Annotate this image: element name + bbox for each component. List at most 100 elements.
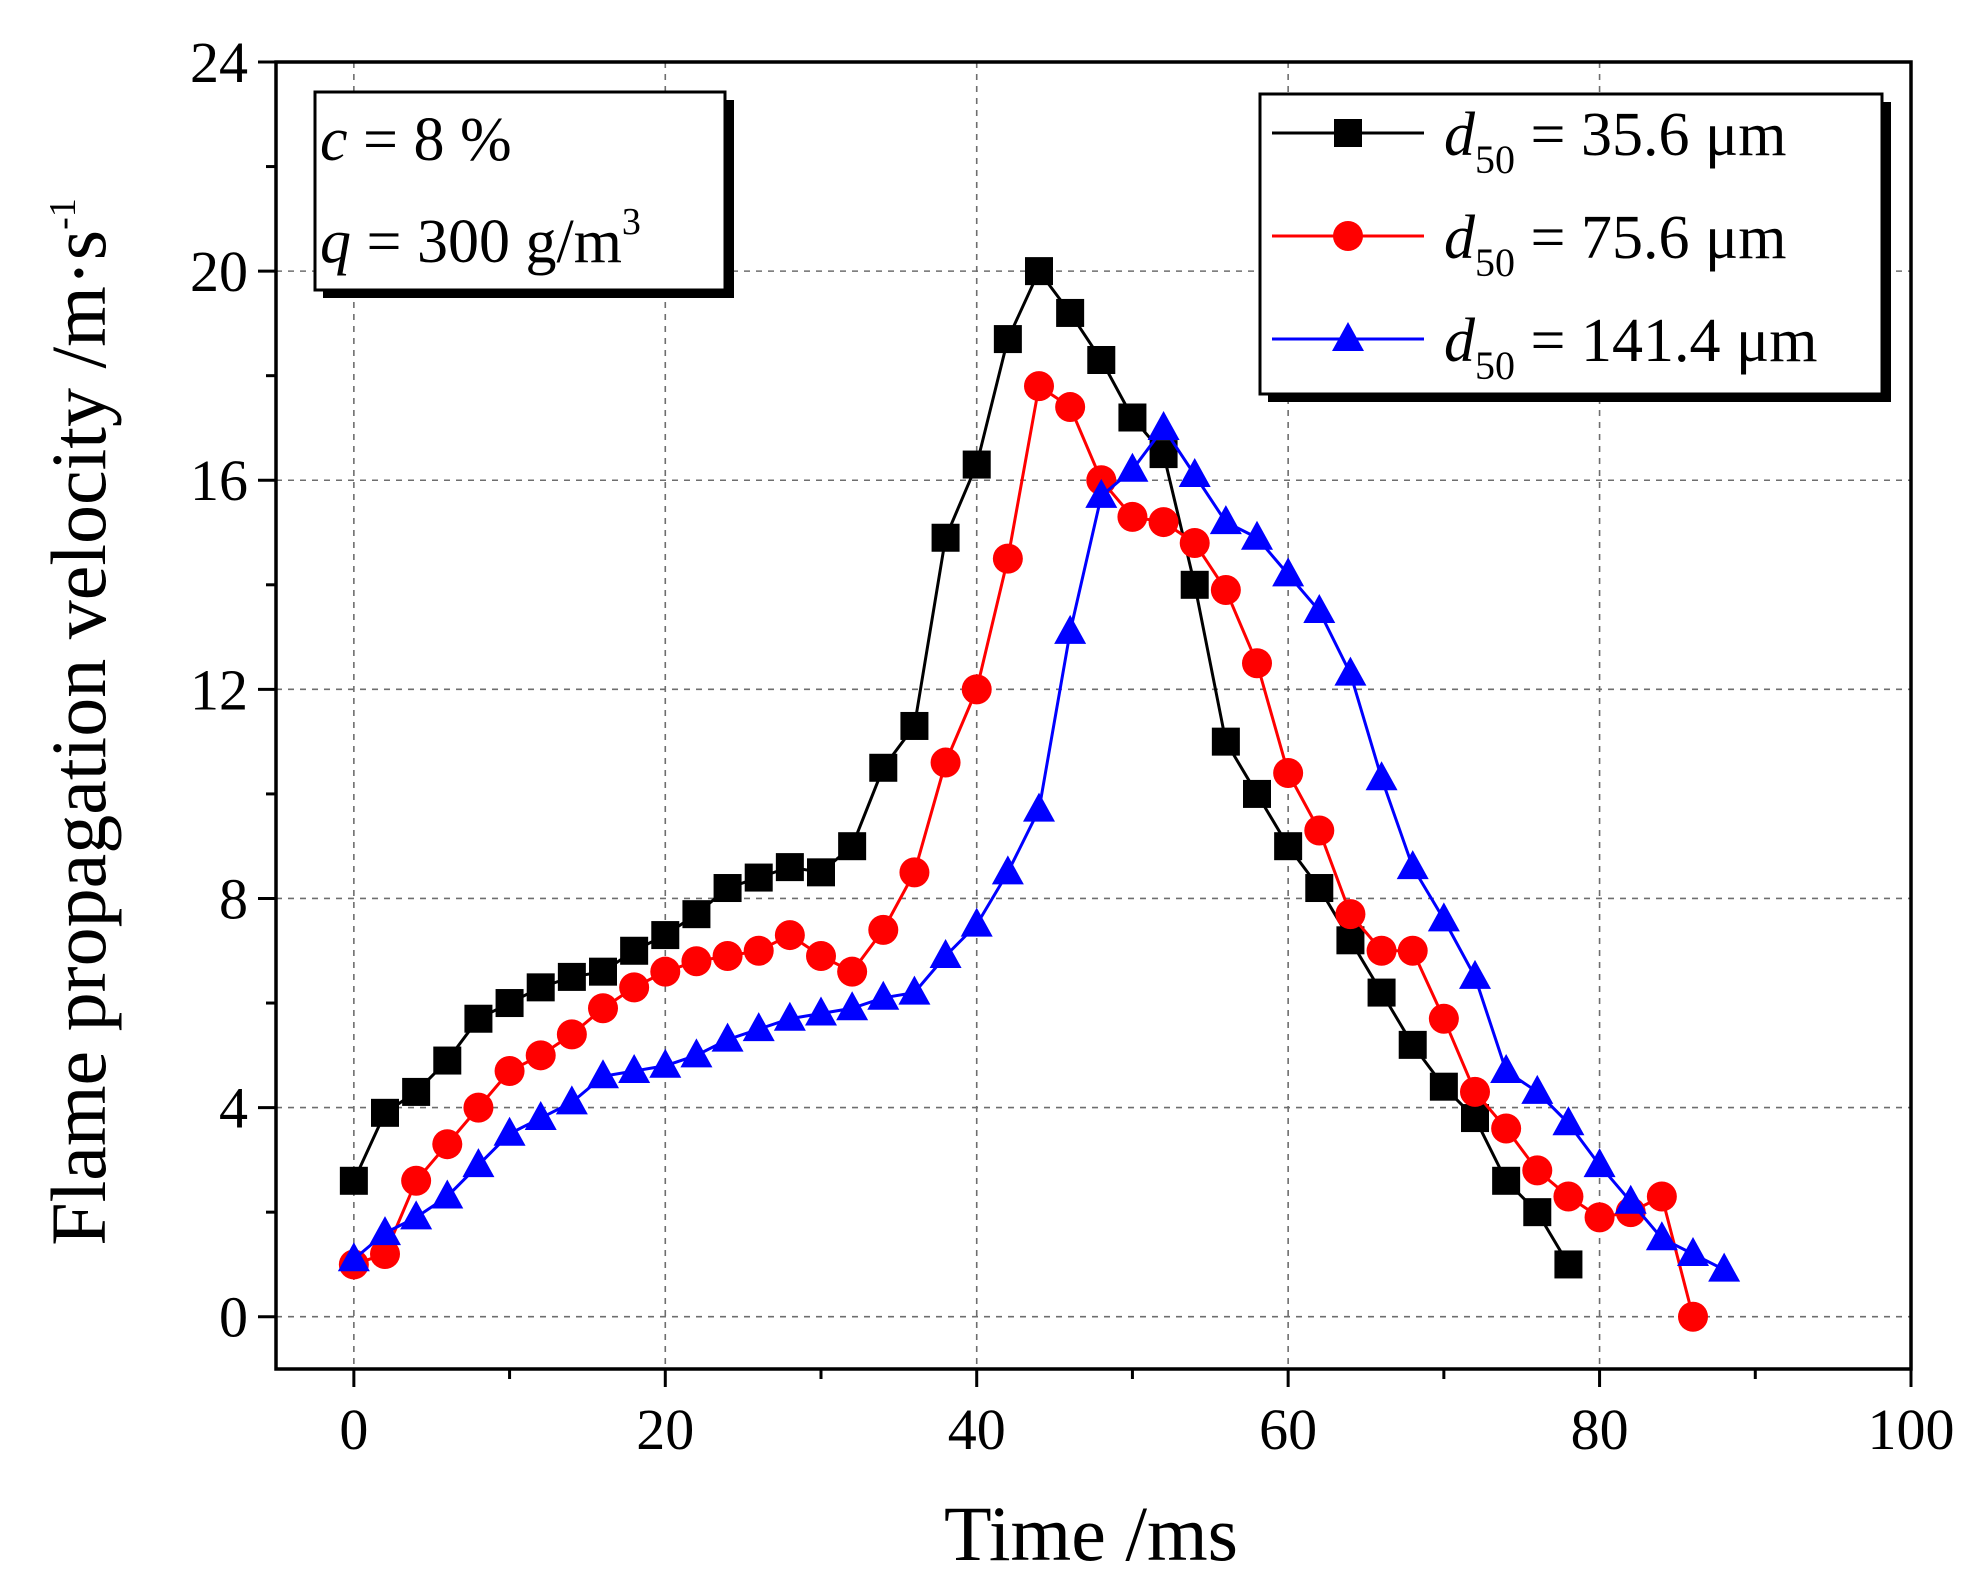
series-layer bbox=[337, 257, 1741, 1332]
data-point bbox=[930, 747, 961, 778]
data-point bbox=[1460, 1076, 1490, 1107]
data-point bbox=[1552, 1106, 1585, 1136]
legend-label-2: d50 = 75.6 μm bbox=[1444, 204, 1786, 285]
data-point bbox=[556, 1019, 587, 1050]
data-point bbox=[773, 1001, 806, 1031]
data-point bbox=[993, 325, 1022, 354]
data-point bbox=[805, 996, 837, 1026]
y-tick-label: 12 bbox=[190, 657, 248, 722]
y-tick-label: 4 bbox=[219, 1076, 248, 1141]
data-point bbox=[557, 962, 586, 991]
legend: d50 = 35.6 μm d50 = 75.6 μm d 50 = 141.4 … bbox=[1258, 92, 1891, 402]
data-point bbox=[1147, 410, 1180, 440]
data-point bbox=[524, 1101, 557, 1131]
data-point bbox=[1334, 656, 1367, 686]
tick-labels: 0 20 40 60 80 100 0 4 8 12 16 20 24 bbox=[190, 30, 1955, 1462]
data-point bbox=[1335, 899, 1366, 930]
legend-marker-3 bbox=[1332, 322, 1364, 351]
data-point bbox=[1461, 1104, 1489, 1133]
data-point bbox=[1304, 815, 1335, 846]
x-tick-label: 20 bbox=[636, 1397, 694, 1462]
data-point bbox=[681, 946, 712, 977]
legend-2-sub: 50 bbox=[1475, 240, 1515, 285]
data-point bbox=[1398, 1030, 1427, 1059]
data-point bbox=[1396, 850, 1429, 880]
data-point bbox=[1085, 478, 1118, 508]
data-point bbox=[371, 1098, 399, 1127]
legend-shadow-right bbox=[1882, 102, 1891, 402]
y-tick-label: 24 bbox=[190, 30, 248, 95]
data-point bbox=[526, 973, 555, 1002]
data-point bbox=[962, 450, 991, 479]
data-point bbox=[463, 1092, 494, 1123]
x-tick-label: 100 bbox=[1868, 1397, 1955, 1462]
data-point bbox=[1584, 1202, 1615, 1233]
data-point bbox=[650, 956, 681, 987]
data-point bbox=[555, 1085, 588, 1115]
annotation-q-symbol: q bbox=[320, 208, 351, 276]
data-point bbox=[1178, 458, 1211, 488]
legend-marker-1 bbox=[1334, 119, 1362, 147]
legend-label-1: d50 = 35.6 μm bbox=[1444, 101, 1786, 182]
data-point bbox=[401, 1165, 432, 1196]
data-point bbox=[961, 674, 992, 705]
data-point bbox=[1241, 520, 1273, 550]
data-point bbox=[1429, 1072, 1458, 1101]
data-point bbox=[495, 989, 524, 1018]
data-point bbox=[588, 993, 618, 1024]
y-axis-title-main: Flame propagation velocity /m·s bbox=[35, 230, 122, 1246]
data-point bbox=[806, 940, 836, 971]
data-point bbox=[1055, 392, 1086, 423]
data-point bbox=[682, 900, 711, 929]
data-point bbox=[1645, 1221, 1678, 1251]
x-tick-label: 60 bbox=[1259, 1397, 1317, 1462]
legend-3-var: d bbox=[1444, 307, 1476, 375]
y-tick-label: 8 bbox=[219, 866, 248, 931]
legend-shadow-bottom bbox=[1268, 394, 1891, 402]
legend-box bbox=[1258, 92, 1884, 396]
legend-1-sub: 50 bbox=[1475, 137, 1515, 182]
y-tick-label: 20 bbox=[190, 239, 248, 304]
legend-marks bbox=[1272, 119, 1424, 351]
data-point bbox=[433, 1046, 462, 1075]
data-point bbox=[1272, 557, 1305, 587]
data-point bbox=[838, 832, 867, 861]
x-tick-label: 0 bbox=[339, 1397, 368, 1462]
data-point bbox=[464, 1004, 493, 1033]
y-axis-title-sup: -1 bbox=[42, 198, 84, 230]
data-point bbox=[1305, 874, 1334, 903]
data-point bbox=[1583, 1148, 1616, 1178]
data-point bbox=[867, 980, 900, 1010]
data-point bbox=[1677, 1236, 1709, 1266]
data-point bbox=[899, 857, 930, 888]
data-point bbox=[1491, 1113, 1522, 1144]
data-point bbox=[1490, 1054, 1523, 1084]
data-point bbox=[337, 1242, 370, 1272]
x-tick-label: 80 bbox=[1571, 1397, 1629, 1462]
legend-3-rest: = 141.4 μm bbox=[1515, 307, 1817, 375]
series-3 bbox=[337, 410, 1741, 1282]
legend-marker-2 bbox=[1333, 221, 1363, 251]
axes bbox=[258, 60, 1913, 1387]
data-point bbox=[1678, 1301, 1708, 1332]
data-point bbox=[1180, 570, 1209, 599]
data-point bbox=[713, 874, 742, 903]
data-point bbox=[402, 1077, 431, 1106]
series-line bbox=[353, 383, 1695, 1318]
data-point bbox=[1523, 1198, 1552, 1227]
data-point bbox=[1056, 298, 1085, 327]
data-point bbox=[1459, 959, 1491, 989]
data-point bbox=[1365, 761, 1398, 791]
data-point bbox=[620, 936, 649, 965]
data-point bbox=[494, 1056, 525, 1087]
data-point bbox=[1522, 1155, 1553, 1186]
data-point bbox=[618, 1054, 651, 1084]
data-point bbox=[619, 972, 650, 1003]
data-point bbox=[1614, 1184, 1647, 1214]
data-point bbox=[432, 1129, 463, 1160]
data-point bbox=[1210, 575, 1241, 606]
data-point bbox=[742, 1012, 775, 1042]
data-point bbox=[836, 991, 869, 1021]
data-point bbox=[960, 907, 993, 937]
